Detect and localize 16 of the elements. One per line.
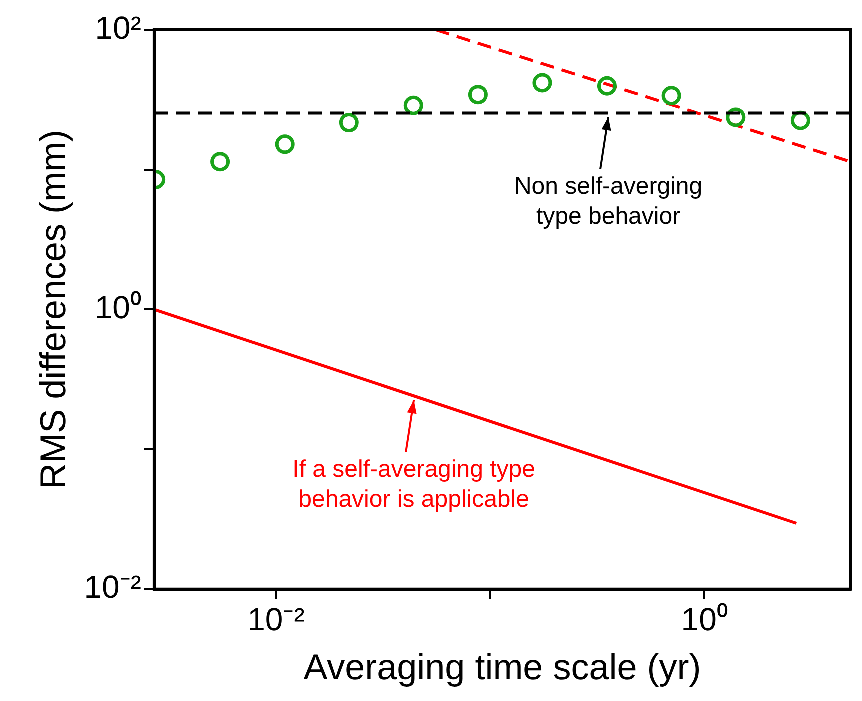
x-axis-title: Averaging time scale (yr) — [304, 646, 702, 688]
point — [597, 76, 617, 96]
point — [210, 152, 230, 172]
y-tick-label: 10⁰ — [94, 290, 142, 326]
point — [662, 86, 682, 106]
y-axis-title: RMS differences (mm) — [32, 130, 74, 490]
point — [532, 73, 552, 93]
point — [404, 96, 424, 116]
point — [275, 134, 295, 154]
point — [726, 108, 746, 128]
annotation: Non self-averging type behavior — [514, 172, 703, 230]
point — [468, 85, 488, 105]
y-tick-label: 10² — [95, 10, 142, 46]
annotation: If a self-averaging type behavior is applicable — [292, 456, 536, 513]
y-tick-label: 10⁻² — [84, 569, 142, 606]
point — [339, 113, 359, 133]
